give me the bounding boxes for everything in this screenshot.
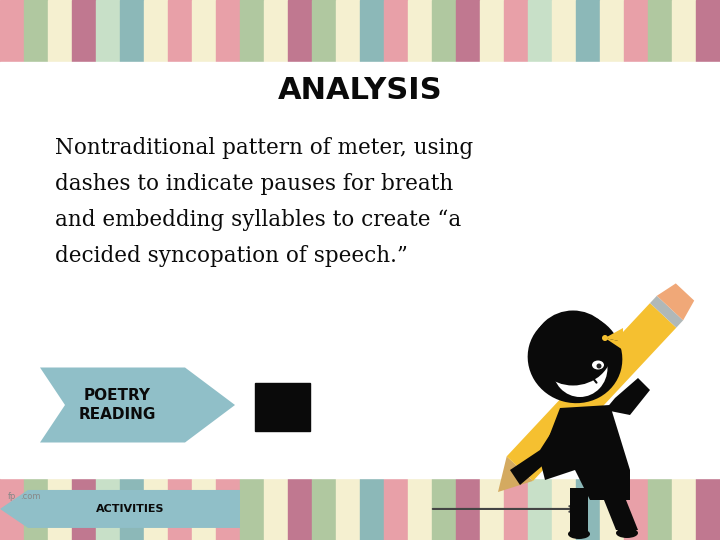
Polygon shape <box>510 422 570 485</box>
Bar <box>480 0 504 62</box>
Text: fp: fp <box>8 492 17 501</box>
Bar <box>696 0 720 62</box>
Bar <box>432 0 456 62</box>
Bar <box>696 478 720 540</box>
Bar <box>504 0 528 62</box>
Ellipse shape <box>528 313 622 403</box>
Polygon shape <box>605 338 623 350</box>
Text: ANALYSIS: ANALYSIS <box>278 76 442 105</box>
Bar <box>570 488 588 533</box>
Bar <box>384 0 408 62</box>
Bar <box>24 478 48 540</box>
Bar <box>552 0 576 62</box>
Bar <box>576 478 600 540</box>
Bar <box>192 0 216 62</box>
Bar <box>528 0 552 62</box>
Polygon shape <box>507 303 676 481</box>
Text: decided syncopation of speech.”: decided syncopation of speech.” <box>55 245 408 267</box>
Bar <box>480 478 504 540</box>
Bar <box>96 0 120 62</box>
Bar <box>72 478 96 540</box>
Bar <box>624 0 648 62</box>
Bar <box>648 478 672 540</box>
Polygon shape <box>540 405 630 500</box>
Bar <box>600 478 624 540</box>
Bar <box>264 478 288 540</box>
Text: dashes to indicate pauses for breath: dashes to indicate pauses for breath <box>55 173 454 195</box>
Bar <box>120 0 144 62</box>
Bar <box>456 0 480 62</box>
Bar <box>432 478 456 540</box>
Ellipse shape <box>533 310 613 386</box>
Bar <box>120 478 144 540</box>
Bar <box>384 478 408 540</box>
Bar <box>672 478 696 540</box>
Bar <box>144 478 168 540</box>
Ellipse shape <box>602 335 608 341</box>
Polygon shape <box>0 490 240 528</box>
Bar <box>48 0 72 62</box>
Bar <box>336 0 360 62</box>
Bar <box>624 478 648 540</box>
Text: and embedding syllables to create “a: and embedding syllables to create “a <box>55 209 462 231</box>
Bar <box>72 0 96 62</box>
Bar <box>600 0 624 62</box>
Bar <box>648 0 672 62</box>
Ellipse shape <box>592 361 604 369</box>
Polygon shape <box>605 378 650 415</box>
Bar <box>336 478 360 540</box>
Polygon shape <box>657 284 694 320</box>
Ellipse shape <box>596 363 601 368</box>
Bar <box>672 0 696 62</box>
Bar <box>360 0 384 62</box>
Bar <box>312 478 336 540</box>
Polygon shape <box>600 490 638 530</box>
Bar <box>288 0 312 62</box>
Bar <box>48 478 72 540</box>
Bar <box>240 0 264 62</box>
Text: POETRY
READING: POETRY READING <box>78 388 156 422</box>
Polygon shape <box>40 368 235 442</box>
Bar <box>264 0 288 62</box>
Bar <box>552 478 576 540</box>
Bar <box>288 478 312 540</box>
Bar <box>0 0 24 62</box>
Bar <box>504 478 528 540</box>
Bar <box>168 0 192 62</box>
Bar <box>96 478 120 540</box>
Bar <box>360 478 384 540</box>
Ellipse shape <box>568 529 590 539</box>
Bar <box>0 478 24 540</box>
Bar <box>144 0 168 62</box>
Bar <box>456 478 480 540</box>
Bar <box>240 478 264 540</box>
Polygon shape <box>498 456 533 492</box>
Polygon shape <box>650 296 683 328</box>
Bar <box>408 478 432 540</box>
Bar <box>216 0 240 62</box>
Bar <box>0 62 720 478</box>
Bar <box>528 478 552 540</box>
Bar <box>312 0 336 62</box>
Bar <box>24 0 48 62</box>
Bar <box>216 478 240 540</box>
Bar <box>168 478 192 540</box>
Bar <box>408 0 432 62</box>
Ellipse shape <box>552 339 608 397</box>
Polygon shape <box>605 328 623 342</box>
Bar <box>255 383 310 431</box>
Text: .com: .com <box>20 492 40 501</box>
Text: Nontraditional pattern of meter, using: Nontraditional pattern of meter, using <box>55 137 473 159</box>
Bar <box>192 478 216 540</box>
Text: ACTIVITIES: ACTIVITIES <box>96 504 164 514</box>
Ellipse shape <box>616 528 638 538</box>
Bar <box>576 0 600 62</box>
